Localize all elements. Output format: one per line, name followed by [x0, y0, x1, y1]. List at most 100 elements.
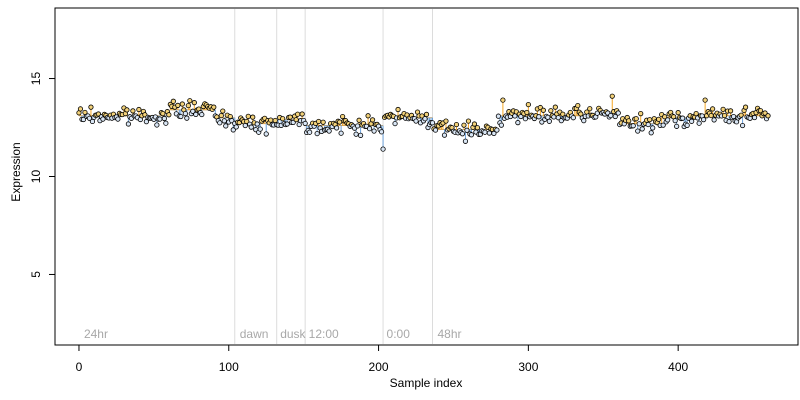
data-point [738, 112, 744, 118]
data-point [302, 120, 308, 127]
y-tick-label: 15 [29, 72, 43, 86]
data-point [665, 117, 671, 123]
data-point [536, 114, 542, 120]
data-point [245, 113, 251, 119]
data-point [482, 129, 488, 135]
data-point [515, 120, 521, 126]
data-points [76, 93, 771, 152]
x-tick-label: 100 [219, 360, 239, 374]
data-point [462, 138, 469, 144]
data-point [675, 110, 681, 116]
data-point [672, 118, 678, 124]
data-point [720, 106, 726, 112]
data-point [443, 118, 449, 124]
data-point [230, 127, 236, 133]
segment-label: 12:00 [309, 327, 339, 341]
data-point [474, 125, 481, 131]
data-point [191, 100, 197, 106]
data-point [710, 106, 716, 112]
data-point [630, 123, 636, 129]
data-point [494, 127, 500, 133]
data-point [248, 124, 254, 130]
data-point [498, 122, 504, 128]
data-point [199, 111, 205, 118]
data-point [365, 113, 371, 119]
data-point [461, 122, 467, 128]
segment-label: 24hr [84, 327, 108, 341]
data-point [157, 116, 163, 122]
x-tick-label: 0 [76, 360, 83, 374]
data-point [337, 119, 343, 125]
data-point [570, 115, 576, 121]
data-point [154, 122, 160, 128]
data-point [178, 113, 184, 120]
data-point [338, 130, 344, 136]
data-point [115, 116, 121, 122]
data-point [635, 128, 641, 134]
data-point [693, 111, 699, 117]
data-point [380, 146, 386, 152]
data-point [522, 116, 528, 122]
data-point [334, 125, 340, 131]
data-point [471, 121, 478, 127]
segment-label: 0:00 [387, 327, 411, 341]
data-point [546, 118, 552, 124]
data-point [739, 122, 746, 129]
data-point [254, 121, 260, 127]
data-point [378, 129, 385, 135]
data-point [326, 128, 332, 134]
y-axis-label: Expression [9, 142, 23, 201]
y-axis: 5 10 15 [29, 72, 55, 278]
data-point [429, 120, 436, 126]
data-point [647, 117, 653, 123]
data-point [540, 107, 546, 113]
data-point [656, 116, 662, 122]
data-point [179, 101, 185, 107]
data-point [163, 120, 169, 126]
data-point [299, 111, 305, 117]
data-point [468, 132, 475, 138]
data-point [125, 121, 132, 127]
data-point [726, 119, 732, 125]
data-point [340, 113, 346, 120]
data-point [316, 118, 322, 125]
data-point [160, 111, 166, 117]
data-point [459, 131, 466, 137]
data-point [524, 109, 530, 116]
data-point [314, 130, 320, 137]
data-point [369, 117, 376, 123]
data-point [413, 118, 419, 124]
data-point [711, 117, 717, 123]
data-point [721, 112, 728, 119]
data-point [575, 102, 581, 109]
data-point [220, 108, 226, 114]
data-point [268, 117, 274, 123]
data-point [751, 114, 758, 121]
data-point [356, 117, 362, 123]
data-point [552, 104, 558, 110]
data-point [124, 107, 130, 113]
data-point [287, 114, 293, 120]
data-point [648, 130, 654, 136]
data-point [161, 115, 167, 122]
data-point [633, 116, 639, 122]
data-point [702, 97, 708, 103]
data-point [190, 108, 196, 114]
data-point [136, 106, 142, 113]
data-point [615, 110, 621, 116]
segment-boundaries [234, 9, 433, 344]
data-point [187, 98, 193, 104]
data-point [581, 118, 587, 124]
y-tick-label: 5 [29, 271, 43, 278]
data-point [587, 106, 593, 112]
segment-labels: 24hr dawn dusk 12:00 0:00 48hr [84, 327, 462, 341]
data-point [639, 126, 645, 132]
data-point [263, 131, 269, 137]
data-point [453, 121, 460, 128]
data-point [175, 102, 181, 108]
data-point [495, 113, 502, 119]
data-point [366, 126, 373, 132]
data-point [218, 112, 224, 119]
data-point [185, 102, 191, 109]
